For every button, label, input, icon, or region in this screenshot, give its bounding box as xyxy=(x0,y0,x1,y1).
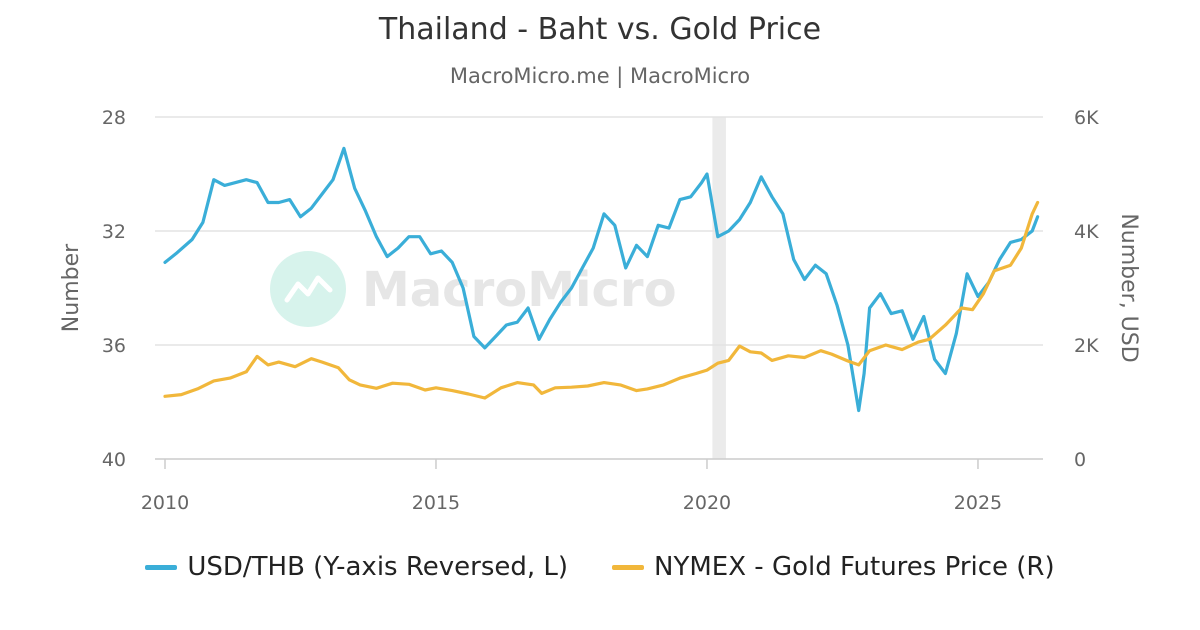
right-tick-label: 0 xyxy=(1074,449,1086,471)
legend-item-gold[interactable]: NYMEX - Gold Futures Price (R) xyxy=(612,552,1055,582)
legend-item-usd-thb[interactable]: USD/THB (Y-axis Reversed, L) xyxy=(145,552,568,582)
legend-label-gold: NYMEX - Gold Futures Price (R) xyxy=(654,552,1055,582)
x-tick-label: 2010 xyxy=(141,492,189,514)
left-tick-label: 32 xyxy=(102,221,126,243)
legend-swatch-usd-thb xyxy=(145,564,178,570)
left-axis-title: Number xyxy=(59,243,84,332)
legend: USD/THB (Y-axis Reversed, L) NYMEX - Gol… xyxy=(0,552,1200,582)
chart-title: Thailand - Baht vs. Gold Price xyxy=(378,12,822,47)
legend-swatch-gold xyxy=(612,564,645,570)
x-tick-label: 2025 xyxy=(954,492,1002,514)
legend-label-usd-thb: USD/THB (Y-axis Reversed, L) xyxy=(187,552,569,582)
left-tick-label: 36 xyxy=(102,335,126,357)
left-tick-label: 28 xyxy=(102,107,126,129)
x-tick-label: 2020 xyxy=(683,492,731,514)
left-tick-label: 40 xyxy=(102,449,126,471)
chart-subtitle: MacroMicro.me | MacroMicro xyxy=(449,64,751,88)
watermark-logo-icon xyxy=(270,251,346,327)
right-tick-label: 2K xyxy=(1074,335,1099,357)
watermark-logo-mark-icon xyxy=(284,275,333,303)
right-tick-label: 4K xyxy=(1074,221,1099,243)
shaded-band xyxy=(712,117,726,459)
right-tick-label: 6K xyxy=(1074,107,1099,129)
series-line-usd-thb xyxy=(163,146,1040,413)
watermark: MacroMicro xyxy=(270,251,677,327)
watermark-text: MacroMicro xyxy=(362,262,677,318)
x-tick-label: 2015 xyxy=(412,492,460,514)
right-axis-title: Number, USD xyxy=(1116,213,1141,362)
series-line-gold xyxy=(163,200,1040,400)
